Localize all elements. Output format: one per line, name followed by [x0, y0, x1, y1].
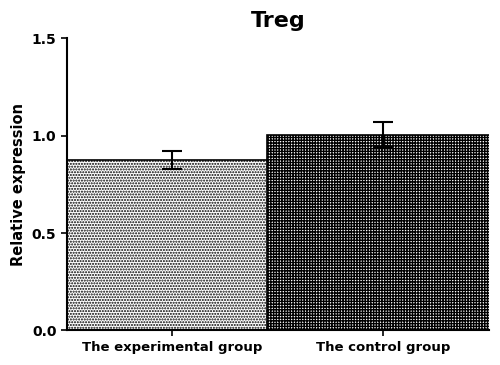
Bar: [56, 160, 288, 330]
Y-axis label: Relative expression: Relative expression: [11, 103, 26, 266]
Bar: [268, 135, 500, 330]
Title: Treg: Treg: [250, 11, 305, 31]
